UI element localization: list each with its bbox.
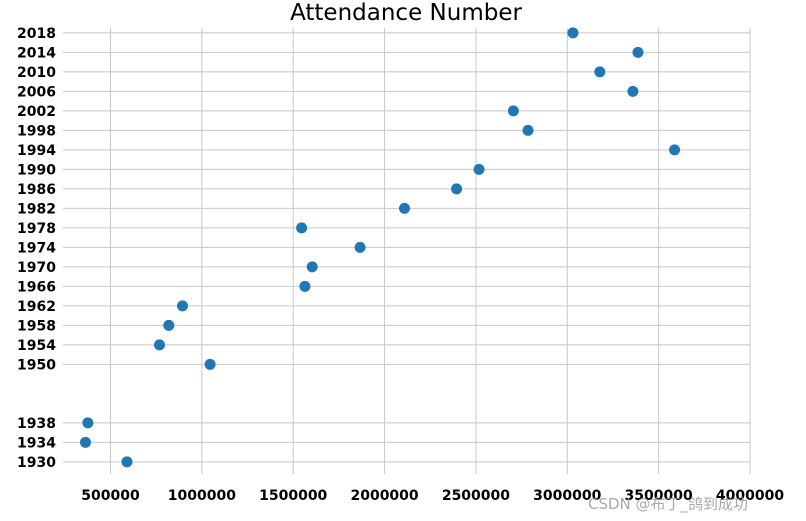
y-tick-label: 1950 [17, 357, 56, 373]
data-point [121, 456, 133, 468]
data-point [507, 105, 519, 117]
data-point [594, 66, 606, 78]
y-tick-label: 1958 [17, 318, 56, 334]
data-point [632, 46, 644, 58]
y-tick-label: 1990 [17, 162, 56, 178]
data-point [296, 222, 308, 234]
grid-layer [63, 28, 751, 474]
x-tick-labels: 500000 1000000 1500000 2000000 2500000 300000… [81, 488, 784, 504]
y-tick-label: 2018 [17, 26, 56, 42]
x-tick-label: 1000000 [168, 488, 236, 504]
data-point [306, 261, 318, 273]
x-tick-label: 1500000 [259, 488, 327, 504]
data-point [627, 85, 639, 97]
y-tick-label: 2006 [17, 84, 56, 100]
y-tick-label: 1982 [17, 201, 56, 217]
x-tick-label: 500000 [81, 488, 140, 504]
data-points [79, 27, 681, 468]
x-tick-label: 2000000 [350, 488, 418, 504]
data-point [567, 27, 579, 39]
y-tick-label: 1986 [17, 182, 56, 198]
data-point [299, 280, 311, 292]
data-point [79, 436, 91, 448]
x-tick-label: 3500000 [625, 488, 693, 504]
y-tick-label: 1974 [17, 240, 56, 256]
y-tick-label: 1994 [17, 143, 56, 159]
y-tick-label: 1962 [17, 299, 56, 315]
watermark-text: CSDN @布丁_鸽到成功 [588, 495, 748, 514]
data-point [204, 358, 216, 370]
data-point [176, 300, 188, 312]
data-point [473, 163, 485, 175]
y-tick-label: 1954 [17, 338, 56, 354]
y-tick-label: 1934 [17, 435, 56, 451]
y-tick-label: 2014 [17, 45, 56, 61]
y-tick-label: 1966 [17, 279, 56, 295]
y-tick-label: 1978 [17, 221, 56, 237]
y-tick-label: 1938 [17, 416, 56, 432]
data-point [163, 319, 175, 331]
data-point [82, 417, 94, 429]
y-tick-label: 2010 [17, 65, 56, 81]
x-tick-label: 2500000 [442, 488, 510, 504]
data-point [522, 124, 534, 136]
y-tick-label: 1930 [17, 455, 56, 471]
data-point [354, 241, 366, 253]
x-tick-label: 4000000 [716, 488, 784, 504]
data-point [398, 202, 410, 214]
data-point [451, 183, 463, 195]
y-tick-label: 1970 [17, 260, 56, 276]
x-tick-label: 3000000 [533, 488, 601, 504]
chart-title: Attendance Number [290, 0, 522, 26]
y-tick-label: 1998 [17, 123, 56, 139]
y-tick-labels: 1930 1934 1938 1950 1954 1958 1962 1966 1970 1974… [17, 26, 56, 471]
data-point [669, 144, 681, 156]
data-point [153, 339, 165, 351]
y-tick-label: 2002 [17, 104, 56, 120]
